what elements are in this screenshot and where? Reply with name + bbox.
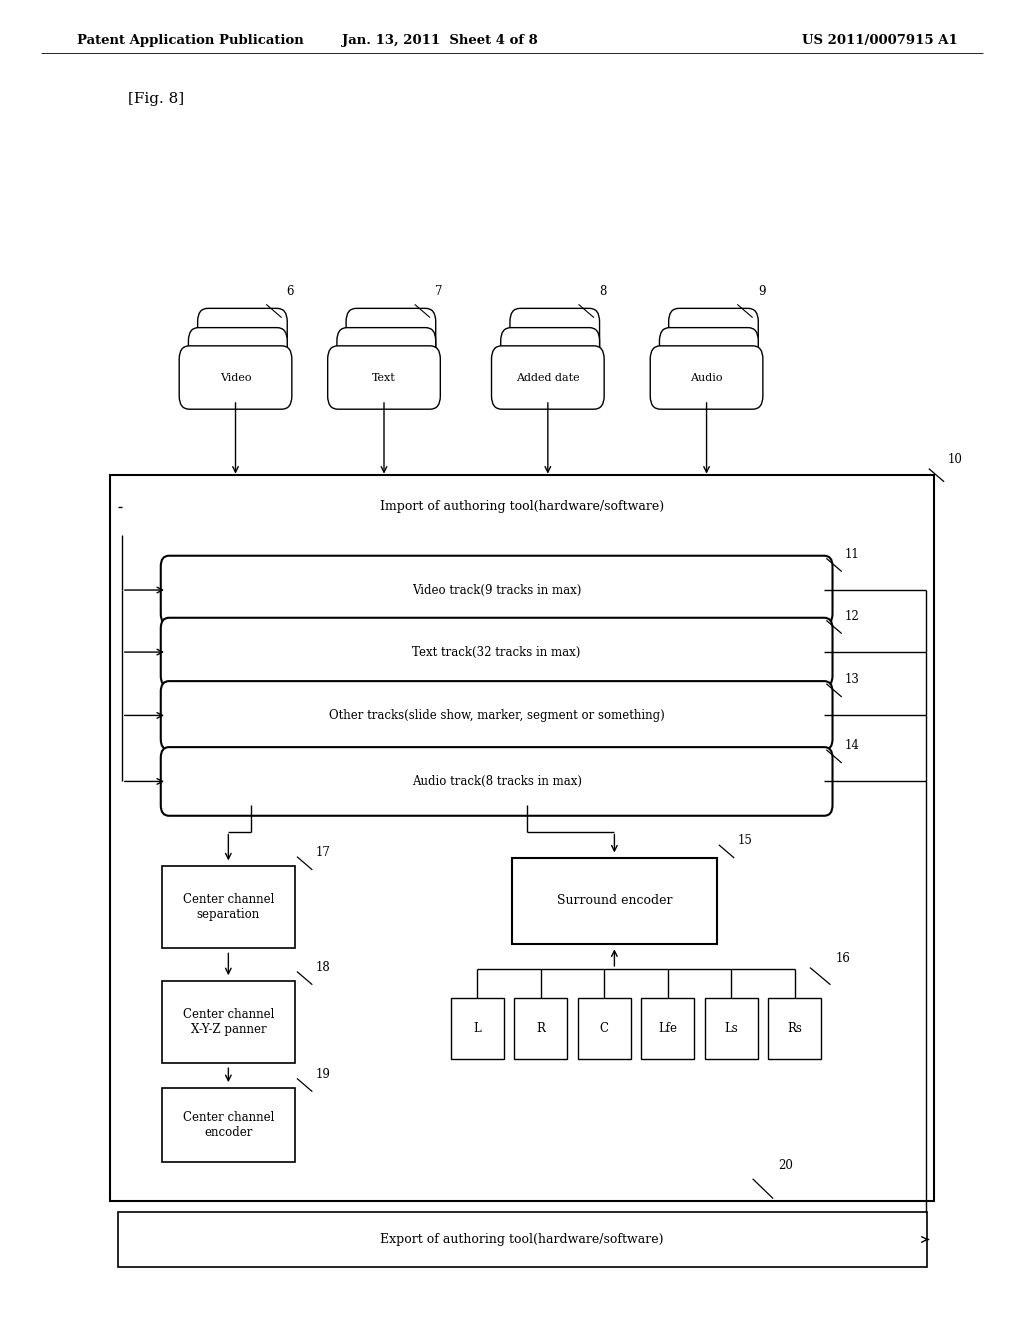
Text: Audio: Audio [690, 372, 723, 383]
FancyBboxPatch shape [337, 327, 436, 385]
Text: 15: 15 [737, 834, 753, 847]
Text: 9: 9 [758, 285, 765, 298]
Text: Other tracks(slide show, marker, segment or something): Other tracks(slide show, marker, segment… [329, 709, 665, 722]
Text: Center channel
encoder: Center channel encoder [182, 1110, 274, 1139]
Text: Video: Video [220, 372, 251, 383]
FancyBboxPatch shape [451, 998, 504, 1059]
Text: Export of authoring tool(hardware/software): Export of authoring tool(hardware/softwa… [381, 1233, 664, 1246]
Text: 13: 13 [845, 673, 860, 686]
Text: 7: 7 [435, 285, 442, 298]
FancyBboxPatch shape [578, 998, 631, 1059]
Text: Rs: Rs [787, 1022, 802, 1035]
FancyBboxPatch shape [650, 346, 763, 409]
FancyBboxPatch shape [161, 556, 833, 624]
FancyBboxPatch shape [118, 1212, 927, 1267]
FancyBboxPatch shape [179, 346, 292, 409]
FancyBboxPatch shape [514, 998, 567, 1059]
Text: Video track(9 tracks in max): Video track(9 tracks in max) [412, 583, 582, 597]
Text: R: R [537, 1022, 545, 1035]
Text: L: L [473, 1022, 481, 1035]
FancyBboxPatch shape [162, 866, 295, 948]
Text: Center channel
separation: Center channel separation [182, 892, 274, 921]
FancyBboxPatch shape [705, 998, 758, 1059]
FancyBboxPatch shape [641, 998, 694, 1059]
Text: 20: 20 [778, 1159, 794, 1172]
FancyBboxPatch shape [501, 327, 600, 385]
Text: Text: Text [372, 372, 396, 383]
Text: Ls: Ls [724, 1022, 738, 1035]
FancyBboxPatch shape [669, 309, 758, 364]
Text: Text track(32 tracks in max): Text track(32 tracks in max) [413, 645, 581, 659]
Text: Lfe: Lfe [658, 1022, 677, 1035]
Text: C: C [600, 1022, 608, 1035]
FancyBboxPatch shape [328, 346, 440, 409]
FancyBboxPatch shape [161, 618, 833, 686]
FancyBboxPatch shape [198, 309, 287, 364]
Text: 18: 18 [315, 961, 330, 974]
Text: Added date: Added date [516, 372, 580, 383]
Text: Center channel
X-Y-Z panner: Center channel X-Y-Z panner [182, 1007, 274, 1036]
FancyBboxPatch shape [188, 327, 287, 385]
Text: Patent Application Publication: Patent Application Publication [77, 34, 303, 48]
FancyBboxPatch shape [492, 346, 604, 409]
FancyBboxPatch shape [162, 981, 295, 1063]
FancyBboxPatch shape [161, 681, 833, 750]
FancyBboxPatch shape [118, 479, 927, 535]
Text: US 2011/0007915 A1: US 2011/0007915 A1 [802, 34, 957, 48]
Text: Audio track(8 tracks in max): Audio track(8 tracks in max) [412, 775, 582, 788]
Text: 6: 6 [287, 285, 294, 298]
Text: 16: 16 [836, 952, 851, 965]
Text: 14: 14 [845, 739, 860, 752]
Text: 10: 10 [947, 453, 963, 466]
Text: Import of authoring tool(hardware/software): Import of authoring tool(hardware/softwa… [380, 500, 665, 513]
Text: 17: 17 [315, 846, 331, 859]
FancyBboxPatch shape [768, 998, 821, 1059]
Text: [Fig. 8]: [Fig. 8] [128, 92, 184, 107]
Text: 11: 11 [845, 548, 859, 561]
FancyBboxPatch shape [162, 1088, 295, 1162]
FancyBboxPatch shape [110, 475, 934, 1201]
Text: 19: 19 [315, 1068, 331, 1081]
FancyBboxPatch shape [510, 309, 600, 364]
FancyBboxPatch shape [346, 309, 436, 364]
Text: 8: 8 [599, 285, 606, 298]
Text: Surround encoder: Surround encoder [557, 895, 672, 907]
FancyBboxPatch shape [659, 327, 758, 385]
FancyBboxPatch shape [161, 747, 833, 816]
Text: Jan. 13, 2011  Sheet 4 of 8: Jan. 13, 2011 Sheet 4 of 8 [342, 34, 539, 48]
Text: 12: 12 [845, 610, 859, 623]
FancyBboxPatch shape [512, 858, 717, 944]
